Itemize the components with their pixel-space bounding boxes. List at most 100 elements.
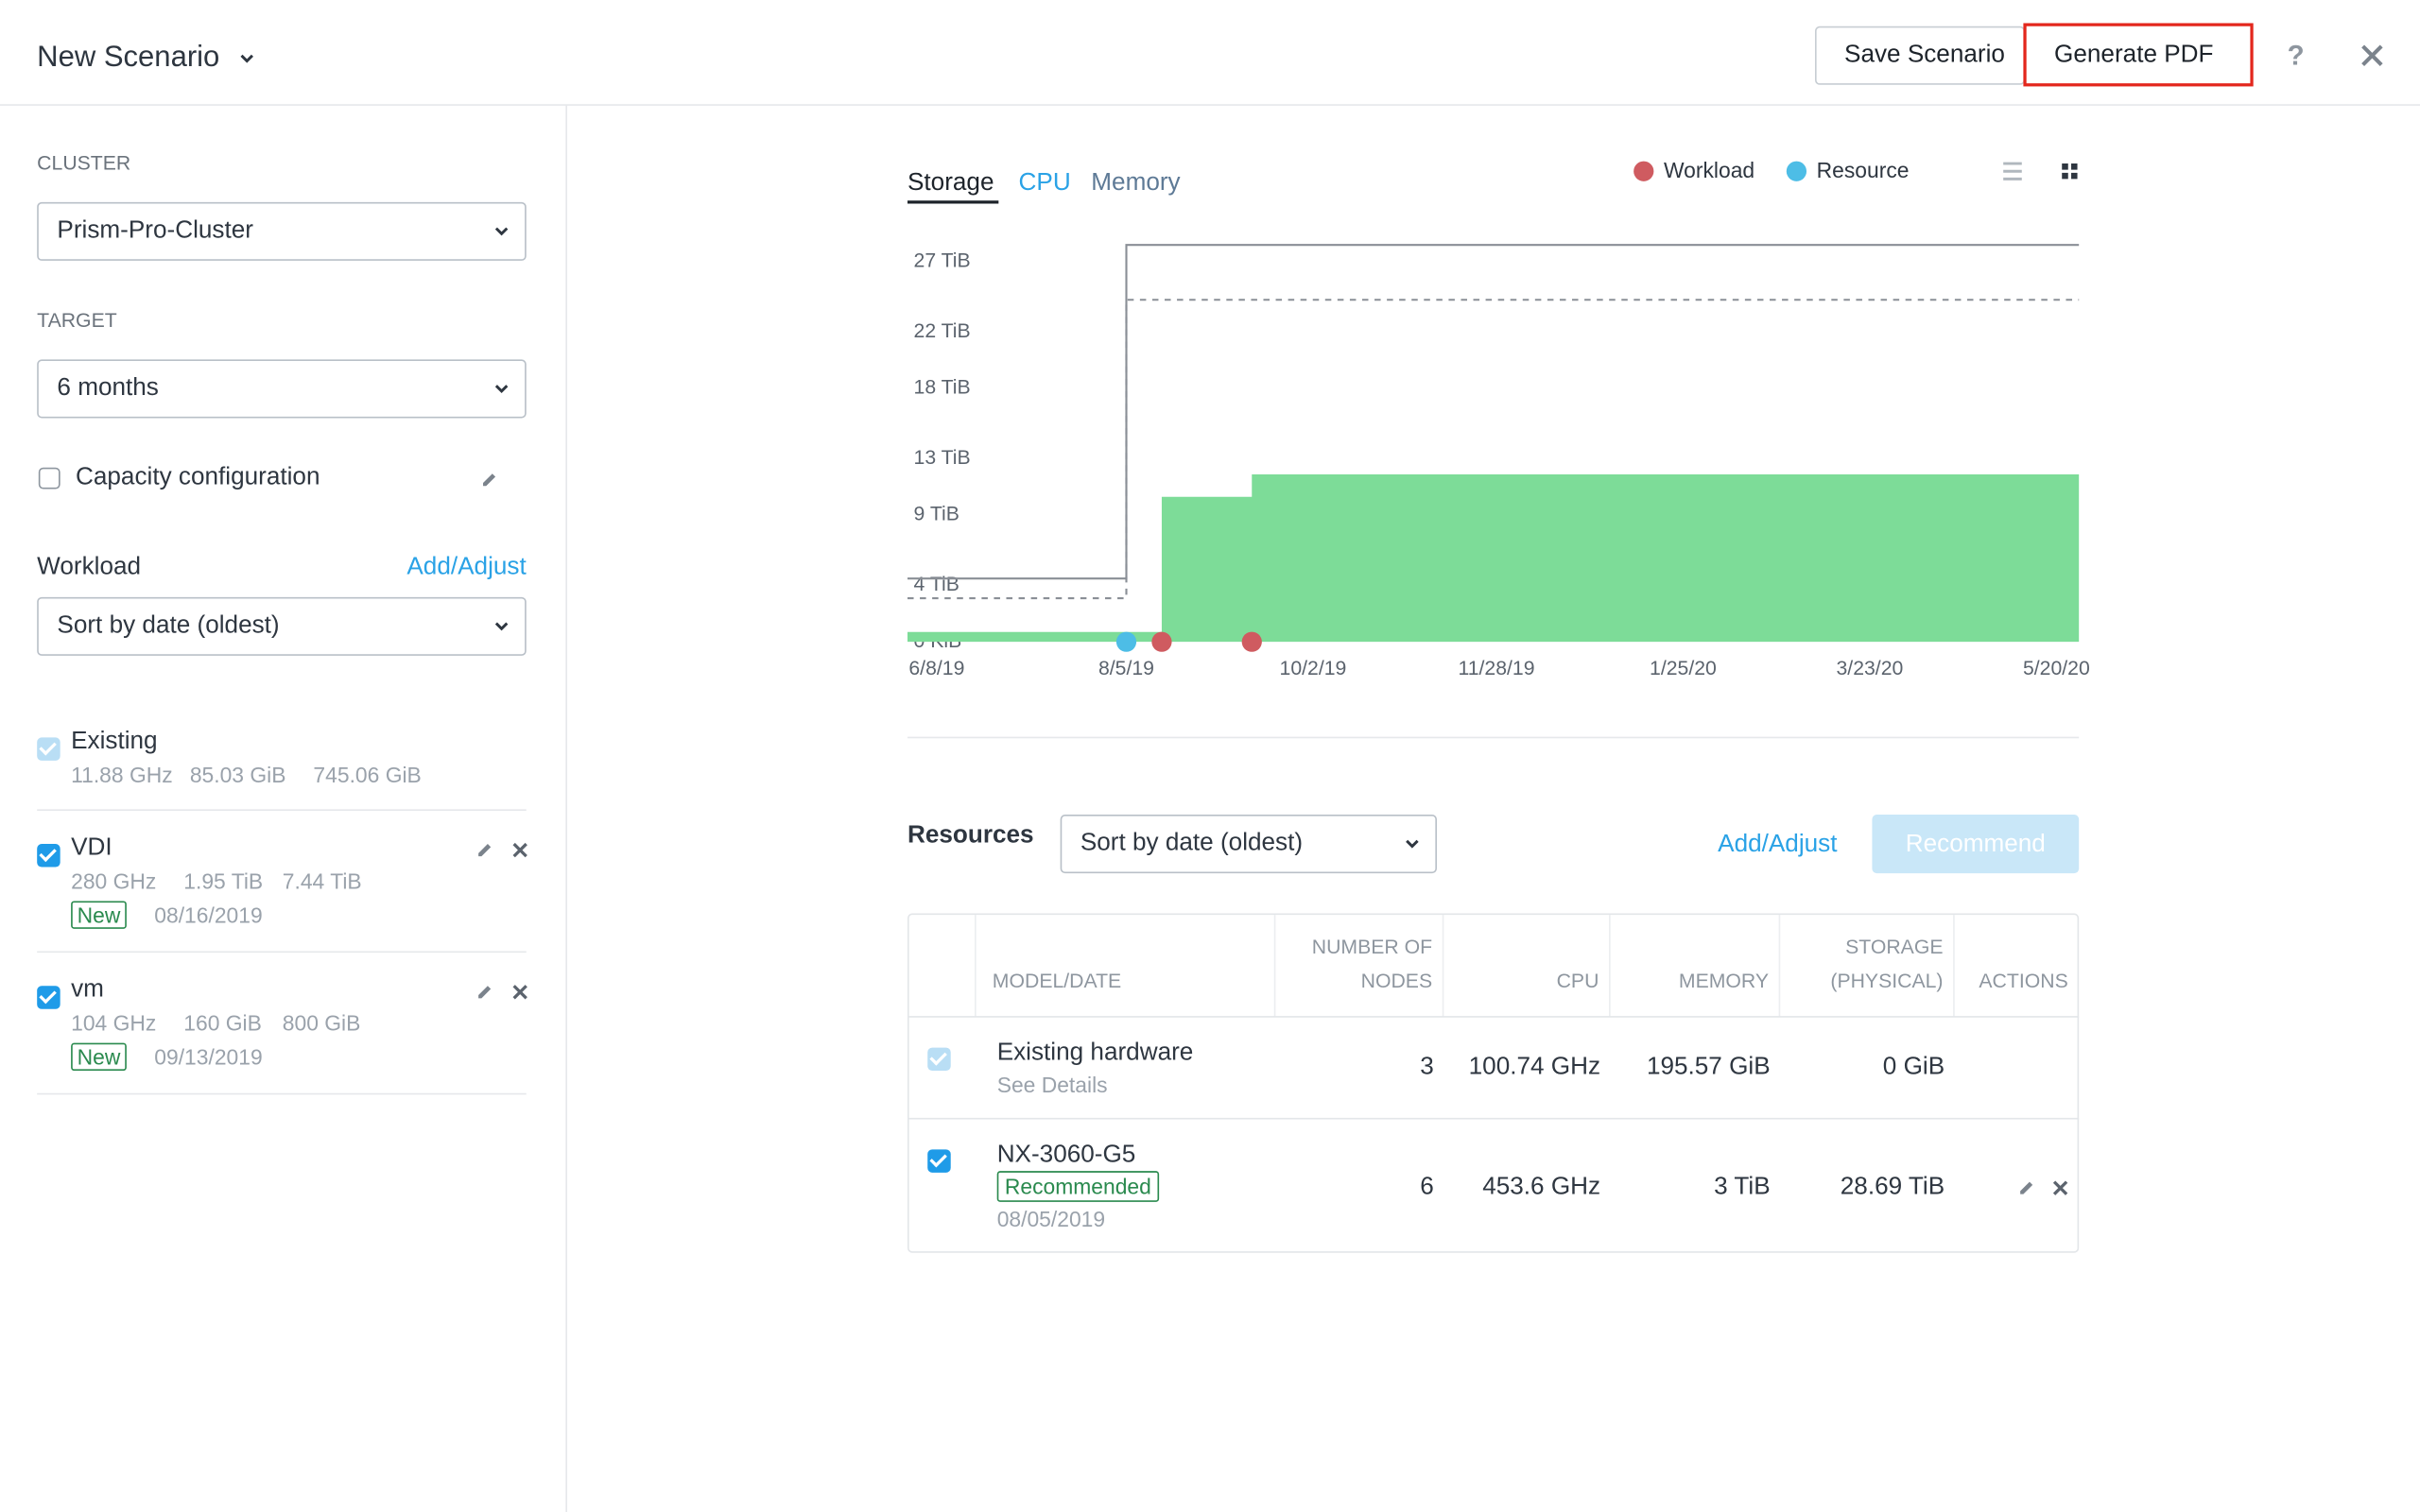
checkbox — [36, 736, 60, 761]
workload-label: Workload — [37, 554, 142, 580]
page-title[interactable]: New Scenario — [37, 42, 220, 75]
model-date: 08/05/2019 — [996, 1206, 1106, 1231]
legend-label: Workload — [1663, 157, 1755, 182]
column-header: ACTIONS — [1979, 969, 2068, 992]
edit-icon — [478, 986, 492, 999]
workload-spec: 104 GHz — [71, 1010, 157, 1036]
checkbox[interactable] — [36, 843, 60, 867]
resources-table — [907, 913, 2080, 1253]
x-tick-label: 11/28/19 — [1458, 658, 1534, 679]
close-button — [2361, 44, 2383, 67]
cluster-select[interactable] — [37, 201, 527, 261]
cluster-select-value: Prism-Pro-Cluster — [57, 217, 253, 244]
legend-label: Resource — [1816, 157, 1910, 182]
y-tick-label: 18 TiB — [914, 377, 971, 399]
remove-icon — [512, 985, 527, 1000]
new-badge: New — [71, 1042, 127, 1072]
x-tick-label: 6/8/19 — [908, 658, 964, 679]
model-name: Existing hardware — [996, 1040, 1194, 1067]
capacity-line — [907, 244, 2080, 580]
workload-spec: 1.95 TiB — [183, 868, 264, 894]
y-tick-label: 4 TiB — [914, 574, 959, 595]
model-name: NX-3060-G5 — [996, 1142, 1136, 1168]
recommended-badge: Recommended — [996, 1171, 1160, 1202]
chevron-icon — [240, 54, 253, 63]
grid-view-icon — [2062, 163, 2078, 180]
workload-spec: 85.03 GiB — [189, 762, 286, 787]
workload-sort-value: Sort by date (oldest) — [57, 612, 280, 639]
y-tick-label: 22 TiB — [914, 320, 971, 342]
workload-date: 09/13/2019 — [154, 1044, 263, 1070]
chevron-icon — [494, 385, 509, 393]
chevron-icon — [494, 227, 509, 236]
resources-title: Resources — [907, 822, 1034, 849]
x-tick-label: 1/25/20 — [1650, 658, 1717, 679]
memory-value: 3 TiB — [1714, 1174, 1771, 1201]
column-header: CPU — [1556, 969, 1599, 992]
legend-swatch — [1786, 161, 1807, 181]
x-tick-label: 5/20/20 — [2023, 658, 2090, 679]
remove-icon — [2052, 1180, 2068, 1195]
resources-add-adjust[interactable]: Add/Adjust — [1718, 831, 1838, 858]
workload-spec: 160 GiB — [183, 1010, 262, 1036]
cluster-label: CLUSTER — [37, 151, 131, 175]
chart-tab[interactable]: Storage — [907, 169, 994, 197]
event-marker — [1151, 631, 1172, 652]
workload-spec: 280 GHz — [71, 868, 157, 894]
node-count: 3 — [1420, 1054, 1434, 1080]
resources-sort[interactable] — [1060, 815, 1437, 874]
pdf-button[interactable] — [2023, 23, 2254, 87]
workload-name: Existing — [71, 728, 158, 755]
x-tick-label: 8/5/19 — [1098, 658, 1154, 679]
workload-sort[interactable] — [37, 596, 527, 656]
legend-swatch — [1634, 161, 1654, 181]
resources-sort-value: Sort by date (oldest) — [1080, 830, 1304, 857]
list-view-icon — [2003, 162, 2022, 180]
x-tick-label: 10/2/19 — [1280, 658, 1347, 679]
workload-spec: 11.88 GHz — [71, 762, 173, 787]
y-tick-label: 9 TiB — [914, 504, 959, 525]
capacity-label: Capacity configuration — [76, 464, 320, 491]
chart-tab[interactable]: CPU — [1018, 169, 1071, 197]
workload-area — [907, 473, 2080, 643]
edit-icon — [483, 473, 496, 487]
checkbox — [926, 1046, 950, 1071]
chevron-icon — [1406, 839, 1419, 849]
capacity-checkbox[interactable] — [38, 467, 60, 490]
target-select[interactable] — [37, 359, 527, 419]
capacity-line — [907, 299, 2080, 600]
workload-date: 08/16/2019 — [154, 902, 263, 928]
see-details-link[interactable]: See Details — [996, 1072, 1108, 1097]
recommend-button[interactable] — [1872, 815, 2080, 874]
event-marker — [1115, 631, 1137, 652]
new-badge: New — [71, 901, 127, 929]
column-header: MODEL/DATE — [992, 969, 1122, 992]
recommend-label: Recommend — [1905, 831, 2046, 858]
edit-icon — [2020, 1181, 2033, 1194]
target-select-value: 6 months — [57, 374, 159, 402]
workload-spec: 745.06 GiB — [313, 762, 422, 787]
help-button[interactable]: ? — [2287, 40, 2305, 72]
workload-spec: 800 GiB — [282, 1010, 361, 1036]
x-tick-label: 3/23/20 — [1837, 658, 1904, 679]
edit-icon — [478, 844, 492, 857]
add-adjust-link[interactable]: Add/Adjust — [406, 554, 527, 580]
save-button-label: Save Scenario — [1844, 42, 2005, 68]
checkbox[interactable] — [36, 985, 60, 1008]
target-label: TARGET — [37, 308, 117, 333]
cpu-value: 453.6 GHz — [1482, 1174, 1601, 1201]
y-tick-label: 13 TiB — [914, 447, 971, 469]
remove-icon — [512, 842, 527, 858]
workload-name: vm — [71, 976, 104, 1004]
event-marker — [1241, 631, 1262, 652]
node-count: 6 — [1420, 1174, 1434, 1201]
chart-tab[interactable]: Memory — [1091, 169, 1181, 197]
workload-spec: 7.44 TiB — [282, 868, 362, 894]
pdf-button-label: Generate PDF — [2054, 42, 2214, 68]
checkbox[interactable] — [926, 1148, 950, 1172]
y-tick-label: 27 TiB — [914, 250, 971, 272]
column-header: STORAGE (PHYSICAL) — [1830, 935, 1944, 992]
column-header: MEMORY — [1678, 969, 1770, 992]
